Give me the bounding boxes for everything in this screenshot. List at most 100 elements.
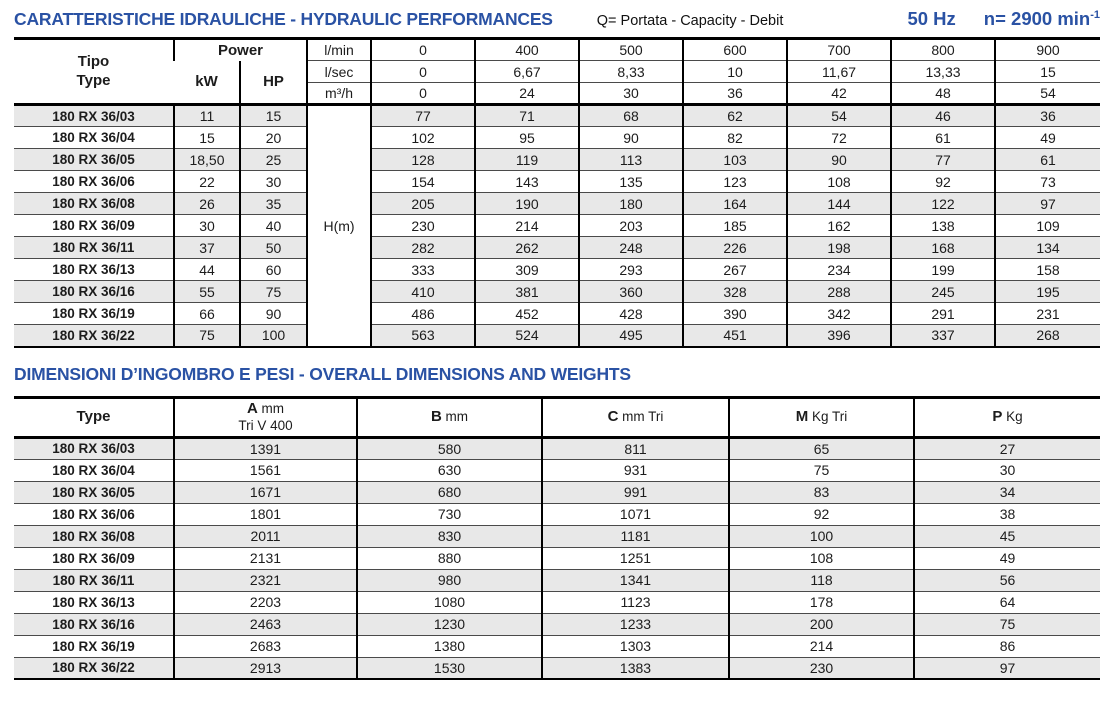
head-value-cell: 234	[786, 258, 892, 281]
dimension-value-cell: 178	[728, 590, 914, 614]
dimension-value-cell: 680	[356, 480, 542, 504]
dimension-value-cell: 34	[913, 480, 1100, 504]
dimension-value-cell: 1233	[541, 612, 729, 636]
flow-value: 500	[578, 38, 684, 61]
head-value-cell: 77	[370, 104, 476, 127]
hp-value-cell: 40	[238, 214, 308, 237]
pump-type-cell: 180 RX 36/09	[14, 546, 174, 570]
head-value-cell: 293	[578, 258, 684, 281]
tipo-label: Tipo	[77, 52, 110, 70]
head-value-cell: 82	[682, 126, 788, 149]
head-value-cell: 73	[994, 170, 1101, 193]
dimension-value-cell: 2011	[173, 524, 357, 548]
kw-value-cell: 55	[173, 280, 240, 303]
head-value-cell: 231	[994, 302, 1101, 325]
pump-type-cell: 180 RX 36/05	[14, 480, 174, 504]
speed-label: n= 2900 min-1	[983, 8, 1100, 29]
head-value-cell: 451	[682, 324, 788, 347]
dimension-value-cell: 1383	[541, 656, 729, 680]
flow-value: 42	[786, 82, 892, 105]
head-value-cell: 135	[578, 170, 684, 193]
head-value-cell: 144	[786, 192, 892, 215]
head-value-cell: 381	[474, 280, 580, 303]
head-value-cell: 54	[786, 104, 892, 127]
kw-value-cell: 22	[173, 170, 240, 193]
dimension-value-cell: 27	[913, 436, 1100, 460]
head-value-cell: 143	[474, 170, 580, 193]
head-value-cell: 267	[682, 258, 788, 281]
hp-value-cell: 15	[238, 104, 308, 127]
kw-value-cell: 15	[173, 126, 240, 149]
flow-row-lsec: kW HP l/sec 0 6,67 8,33 10 11,67 13,33 15	[14, 60, 1101, 105]
dim-c-header: C mm Tri	[541, 396, 729, 438]
dimension-value-cell: 118	[728, 568, 914, 592]
head-value-cell: 180	[578, 192, 684, 215]
dimensions-table-body: 180 RX 36/03 1391 580 811 65 27 180 RX 36/04 15…	[14, 436, 1100, 680]
head-value-cell: 342	[786, 302, 892, 325]
hydraulic-row: 180 RX 36/06 22 30 154 143 135 123 108 92 73	[14, 170, 1101, 193]
flow-value: 800	[890, 38, 996, 61]
dimension-value-cell: 83	[728, 480, 914, 504]
pump-type-cell: 180 RX 36/04	[14, 458, 174, 482]
hydraulic-table-head: Tipo Type Power l/min 0 400 500 600 700 800 900…	[14, 38, 1101, 105]
pump-type-cell: 180 RX 36/08	[14, 524, 174, 548]
hydraulic-section-header: CARATTERISTICHE IDRAULICHE - HYDRAULIC P…	[14, 8, 1100, 30]
pump-type-cell: 180 RX 36/06	[14, 502, 174, 526]
head-value-cell: 198	[786, 236, 892, 259]
head-value-cell: 164	[682, 192, 788, 215]
kw-value-cell: 18,50	[173, 148, 240, 171]
head-value-cell: 102	[370, 126, 476, 149]
dimension-value-cell: 75	[913, 612, 1100, 636]
dimensions-table-head: Type A mm Tri V 400 B mm C mm Tri M Kg T…	[14, 396, 1100, 438]
head-value-cell: 168	[890, 236, 996, 259]
head-value-cell: 262	[474, 236, 580, 259]
speed-exponent: -1	[1090, 8, 1100, 21]
flow-value: 700	[786, 38, 892, 61]
dimension-row: 180 RX 36/04 1561 630 931 75 30	[14, 458, 1100, 482]
hydraulic-row: 180 RX 36/03 11 15 H(m) 77 71 68 62 54 46 36	[14, 104, 1101, 347]
flow-value: 10	[682, 60, 788, 83]
dimension-value-cell: 730	[356, 502, 542, 526]
hp-value-cell: 50	[238, 236, 308, 259]
dim-a-header: A mm Tri V 400	[173, 396, 357, 438]
pump-type-cell: 180 RX 36/03	[14, 104, 174, 127]
kw-value-cell: 30	[173, 214, 240, 237]
head-value-cell: 360	[578, 280, 684, 303]
pump-type-cell: 180 RX 36/22	[14, 656, 174, 680]
head-value-cell: 486	[370, 302, 476, 325]
hydraulic-row: 180 RX 36/22 75 100 563 524 495 451 396 337 268	[14, 324, 1101, 347]
pump-type-cell: 180 RX 36/06	[14, 170, 174, 193]
head-value-cell: 205	[370, 192, 476, 215]
dimension-value-cell: 86	[913, 634, 1100, 658]
head-value-cell: 97	[994, 192, 1101, 215]
flow-value: 0	[370, 82, 476, 105]
dimensions-header-row: Type A mm Tri V 400 B mm C mm Tri M Kg T…	[14, 396, 1100, 438]
head-value-cell: 108	[786, 170, 892, 193]
pump-type-cell: 180 RX 36/11	[14, 568, 174, 592]
head-value-cell: 62	[682, 104, 788, 127]
head-value-cell: 123	[682, 170, 788, 193]
head-value-cell: 195	[994, 280, 1101, 303]
dimension-value-cell: 630	[356, 458, 542, 482]
hydraulic-row: 180 RX 36/09 30 40 230 214 203 185 162 138 109	[14, 214, 1101, 237]
hp-value-cell: 90	[238, 302, 308, 325]
frequency-label: 50 Hz	[907, 8, 956, 29]
flow-value: 15	[994, 60, 1101, 83]
flow-value: 13,33	[890, 60, 996, 83]
head-value-cell: 410	[370, 280, 476, 303]
catalog-page: CARATTERISTICHE IDRAULICHE - HYDRAULIC P…	[14, 8, 1101, 680]
kw-value-cell: 44	[173, 258, 240, 281]
head-value-cell: 134	[994, 236, 1101, 259]
pump-type-cell: 180 RX 36/19	[14, 634, 174, 658]
head-value-cell: 333	[370, 258, 476, 281]
flow-value: 0	[370, 38, 476, 61]
head-value-cell: 36	[994, 104, 1101, 127]
hydraulic-row: 180 RX 36/19 66 90 486 452 428 390 342 291 231	[14, 302, 1101, 325]
dimension-row: 180 RX 36/09 2131 880 1251 108 49	[14, 546, 1100, 570]
hp-value-cell: 25	[238, 148, 308, 171]
dim-p-header: P Kg	[913, 396, 1100, 438]
head-value-cell: 162	[786, 214, 892, 237]
head-value-cell: 452	[474, 302, 580, 325]
head-value-cell: 103	[682, 148, 788, 171]
dimension-value-cell: 1391	[173, 436, 357, 460]
